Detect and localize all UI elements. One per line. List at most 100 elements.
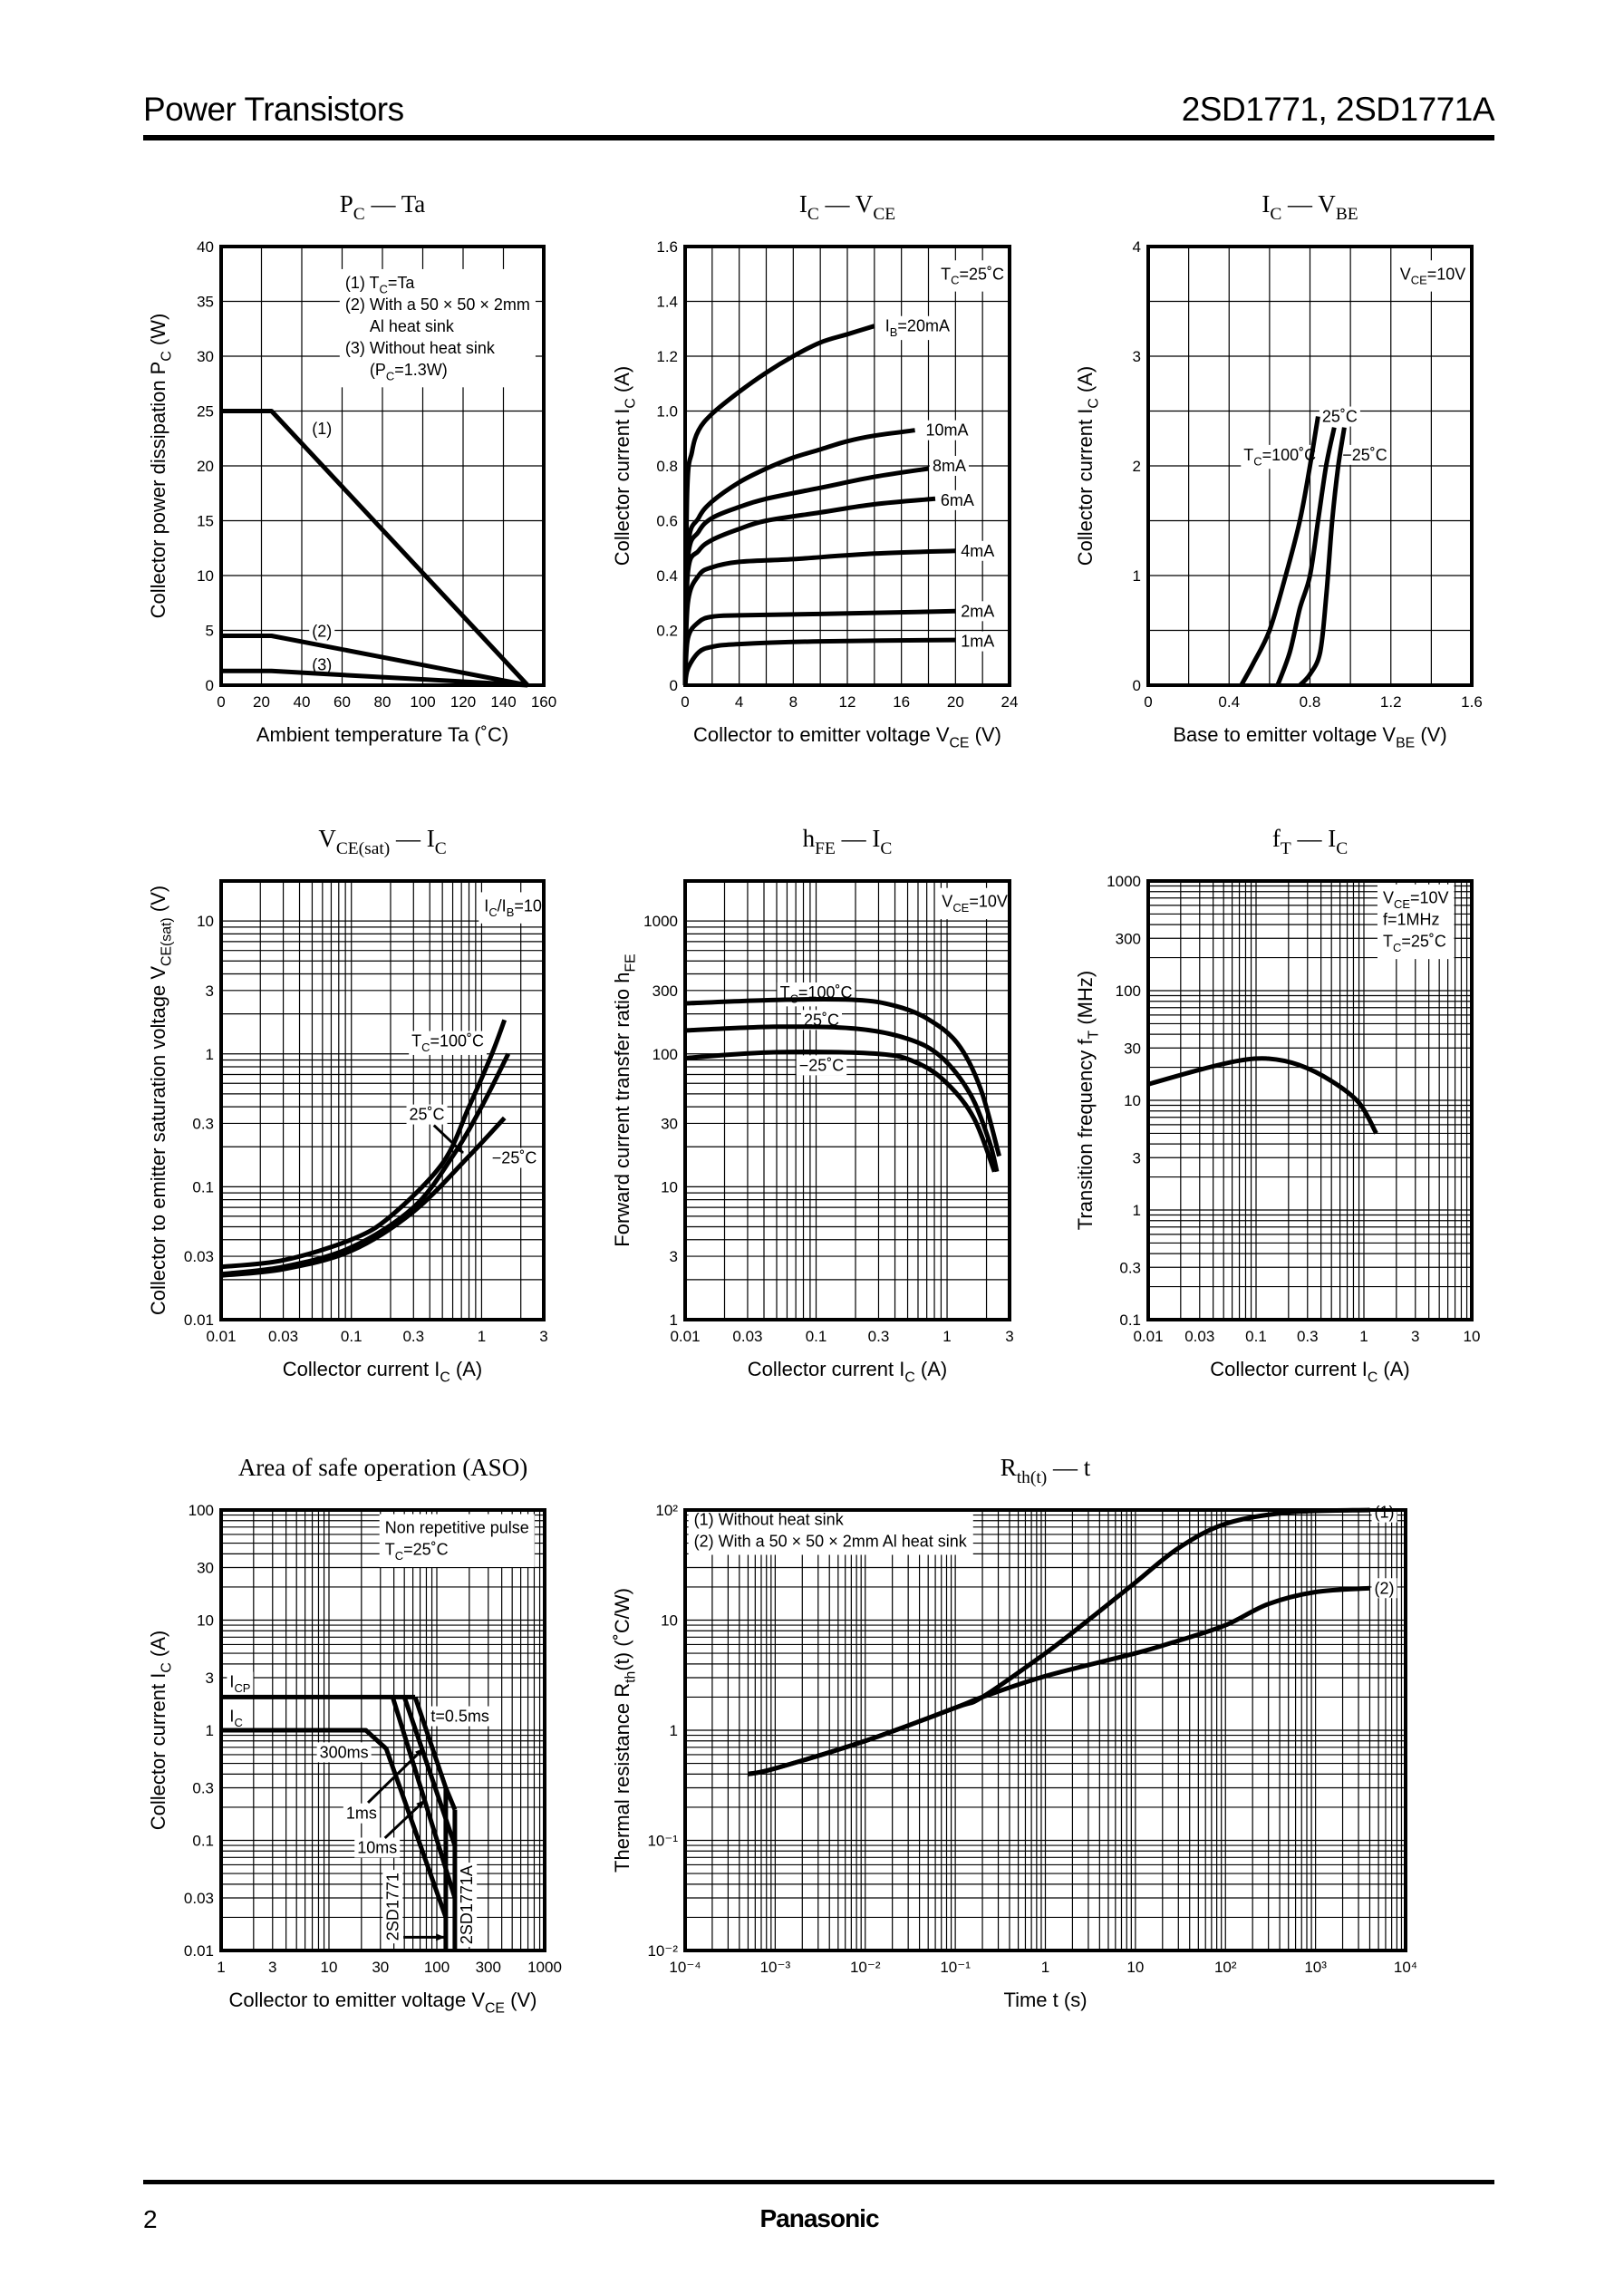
y-tick-label: 0.03 (184, 1248, 214, 1265)
curve-label: (3) (312, 656, 332, 674)
condition-line-part: I (484, 896, 488, 915)
condition-box-background (1394, 260, 1472, 292)
condition-line-part: =25˚C (403, 1541, 449, 1559)
curve-label: t=0.5ms (430, 1708, 489, 1726)
series-layer (1147, 1056, 1378, 1135)
condition-box-background (935, 260, 1010, 292)
curve-label: 1ms (346, 1805, 377, 1823)
y-tick-label: 3 (670, 1248, 678, 1265)
x-tick-label: 0 (217, 693, 225, 711)
y-axis-label-part: Collector current I (1074, 409, 1097, 566)
header-rule (143, 135, 1494, 140)
condition-line: (PC=1.3W) (370, 361, 448, 382)
x-tick-label-part: 8 (789, 693, 798, 711)
condition-line-part: C (1393, 941, 1401, 954)
y-axis-label-part: Collector power dissipation P (147, 362, 169, 619)
y-tick-label: 0.01 (184, 1312, 214, 1329)
x-tick-label: 60 (334, 693, 351, 711)
chart-title-part: T (1281, 839, 1291, 858)
condition-line: VCE=10V (1383, 889, 1449, 911)
curve-label-part: I (229, 1708, 234, 1726)
y-tick-label-part: 30 (197, 348, 214, 365)
y-tick-label: 30 (1124, 1040, 1141, 1057)
y-axis-label-part: T (1087, 1030, 1102, 1039)
y-axis-label-part: Collector current I (147, 1673, 169, 1831)
x-tick-label-part: 10 (1464, 1328, 1481, 1345)
y-tick-label: 1000 (643, 913, 678, 930)
curve-label-part: 10mA (926, 421, 969, 440)
label-backgrounds (1377, 884, 1455, 960)
curve-label-part: 10ms (357, 1838, 397, 1856)
x-tick-label-part: 10 (1126, 1959, 1144, 1976)
curve-label-part: 1ms (346, 1805, 377, 1823)
label-backgrounds (777, 887, 1013, 1076)
label-backgrounds (227, 1514, 535, 1948)
x-tick-label: 40 (294, 693, 311, 711)
y-tick-label-part: 0.1 (192, 1833, 214, 1850)
x-axis-label: Collector to emitter voltage VCE (V) (693, 723, 1001, 751)
condition-line-part: (1) T (345, 274, 380, 292)
condition-line-part: CE (1411, 274, 1427, 287)
header-part-numbers: 2SD1771, 2SD1771A (1181, 91, 1495, 128)
condition-line-part: (1) Without heat sink (694, 1510, 845, 1528)
x-axis-label: Collector to emitter voltage VCE (V) (229, 1989, 537, 2017)
x-tick-label: 0.01 (1133, 1328, 1163, 1345)
chart-title-part: BE (1336, 205, 1358, 224)
curve-label-part: t=0.5ms (430, 1708, 489, 1726)
x-tick-label: 10⁻³ (760, 1959, 791, 1976)
y-tick-label-part: 10⁻¹ (647, 1833, 678, 1850)
brand-logo: Panasonic (759, 2204, 879, 2232)
y-tick-label-part: 0.2 (656, 623, 678, 640)
x-axis-label-part: (V) (505, 1989, 536, 2011)
y-tick-label-part: 3 (206, 982, 214, 1000)
x-axis-label-part: (V) (1415, 723, 1446, 746)
label-background (958, 540, 998, 561)
y-axis-label: Collector to emitter saturation voltage … (147, 886, 175, 1315)
y-tick-label: 0.01 (184, 1942, 214, 1960)
series-1-line (1239, 416, 1320, 687)
y-tick-label-part: 0.03 (184, 1890, 214, 1907)
label-backgrounds (309, 268, 536, 675)
y-tick-label: 0.1 (192, 1178, 214, 1195)
x-tick-label: 1 (1041, 1959, 1049, 1976)
y-axis-label-part: FE (624, 953, 639, 972)
y-tick-label-part: 1 (1133, 567, 1141, 585)
y-tick-label: 1.2 (656, 348, 678, 365)
chart-title-part: C (353, 205, 365, 224)
x-tick-label: 0.3 (402, 1328, 424, 1345)
y-tick-label: 0.3 (192, 1115, 214, 1132)
label-background (958, 631, 998, 652)
grid (221, 881, 544, 1320)
condition-box-background (688, 1505, 973, 1555)
y-tick-label: 25 (197, 403, 214, 421)
x-tick-label: 0.01 (670, 1328, 700, 1345)
y-tick-label-part: 3 (1133, 348, 1141, 365)
y-tick-label: 100 (1116, 982, 1141, 1000)
y-tick-label-part: 0.8 (656, 458, 678, 475)
condition-box-background (478, 892, 547, 924)
x-tick-label-part: 3 (268, 1959, 276, 1976)
x-tick-label: 140 (490, 693, 516, 711)
x-tick-label-part: 0.3 (868, 1328, 890, 1345)
curve-label-part: C (1253, 454, 1262, 468)
plot-frame (1146, 245, 1474, 687)
condition-line-part: B (507, 905, 515, 919)
y-tick-label: 30 (197, 1560, 214, 1577)
y-tick-label-part: 1000 (1107, 873, 1141, 890)
x-tick-label: 10 (1464, 1328, 1481, 1345)
y-tick-label-part: 1.0 (656, 403, 678, 421)
pointer-arrow (383, 1799, 426, 1840)
condition-line-part: (3) Without heat sink (345, 339, 496, 357)
curve-label-part: B (890, 325, 898, 339)
y-axis-label-part: C (1087, 398, 1102, 408)
y-tick-label: 1 (206, 1722, 214, 1739)
y-axis-label-part: (V) (147, 886, 169, 917)
series-layer (684, 997, 1002, 1173)
condition-line-part: (2) With a 50 × 50 × 2mm Al heat sink (694, 1532, 968, 1550)
x-tick-label-part: 24 (1001, 693, 1019, 711)
curve-label-part: 8mA (933, 457, 966, 475)
condition-line-part: C (488, 905, 497, 919)
chart-title-part: FE (815, 839, 836, 858)
